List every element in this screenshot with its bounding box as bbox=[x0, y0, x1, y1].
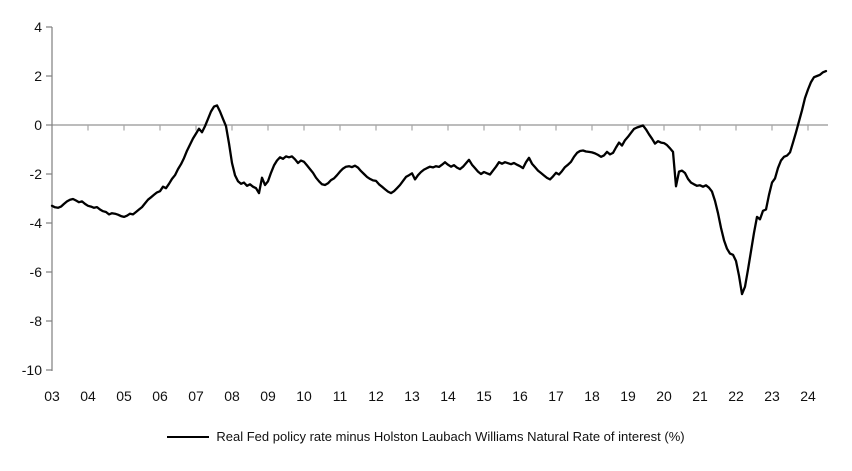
legend-line-swatch bbox=[167, 435, 210, 438]
x-tick-label: 06 bbox=[152, 388, 168, 404]
x-tick-label: 22 bbox=[728, 388, 744, 404]
y-tick-label: -10 bbox=[22, 362, 42, 378]
x-tick-label: 10 bbox=[296, 388, 312, 404]
x-tick-label: 05 bbox=[116, 388, 132, 404]
y-tick-label: -6 bbox=[30, 264, 43, 280]
x-tick-label: 15 bbox=[476, 388, 492, 404]
x-tick-label: 19 bbox=[620, 388, 636, 404]
x-tick-label: 18 bbox=[584, 388, 600, 404]
x-tick-label: 07 bbox=[188, 388, 204, 404]
x-tick-label: 03 bbox=[44, 388, 60, 404]
x-tick-label: 23 bbox=[764, 388, 780, 404]
y-tick-label: 0 bbox=[34, 117, 42, 133]
x-tick-label: 13 bbox=[404, 388, 420, 404]
x-tick-label: 20 bbox=[656, 388, 672, 404]
y-tick-label: 4 bbox=[34, 19, 42, 35]
x-tick-label: 04 bbox=[80, 388, 96, 404]
y-tick-label: 2 bbox=[34, 68, 42, 84]
x-tick-label: 16 bbox=[512, 388, 528, 404]
x-tick-label: 08 bbox=[224, 388, 240, 404]
y-tick-label: -8 bbox=[30, 313, 43, 329]
x-tick-label: 17 bbox=[548, 388, 564, 404]
legend: Real Fed policy rate minus Holston Lauba… bbox=[0, 429, 852, 444]
series-line bbox=[50, 69, 828, 296]
x-tick-label: 12 bbox=[368, 388, 384, 404]
legend-label: Real Fed policy rate minus Holston Lauba… bbox=[216, 429, 685, 444]
x-tick-label: 11 bbox=[333, 388, 348, 404]
y-tick-label: -2 bbox=[30, 166, 43, 182]
x-tick-label: 09 bbox=[260, 388, 276, 404]
x-tick-label: 24 bbox=[800, 388, 816, 404]
x-tick-label: 21 bbox=[692, 388, 708, 404]
y-tick-label: -4 bbox=[30, 215, 43, 231]
x-tick-label: 14 bbox=[440, 388, 456, 404]
